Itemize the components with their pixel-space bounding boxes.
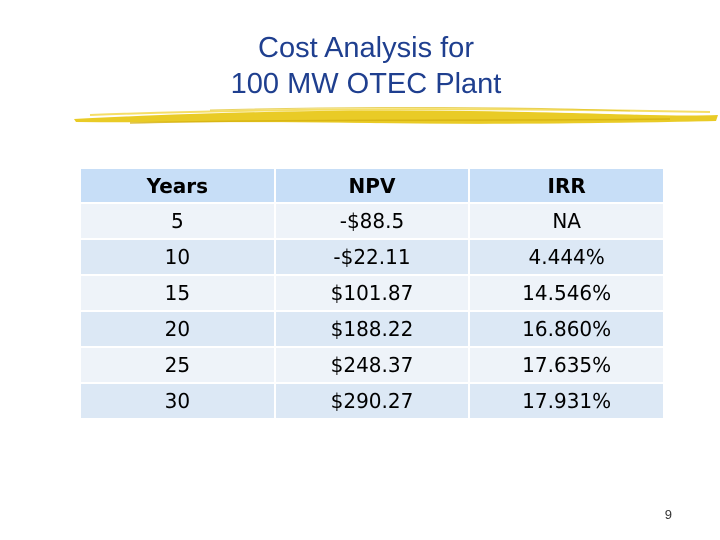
cell-npv: -$88.5 xyxy=(273,202,471,240)
cell-irr: 17.635% xyxy=(468,346,665,384)
cell-irr: 4.444% xyxy=(468,238,665,276)
cell-npv: $188.22 xyxy=(273,310,471,348)
cell-irr: 17.931% xyxy=(468,382,665,420)
table-row: 30 $290.27 17.931% xyxy=(79,382,665,420)
table-header-row: Years NPV IRR xyxy=(79,167,665,204)
cost-analysis-table: Years NPV IRR 5 -$88.5 NA 10 -$22.11 4.4… xyxy=(79,167,665,420)
cell-irr: NA xyxy=(468,202,665,240)
cell-years: 30 xyxy=(79,382,276,420)
cell-years: 20 xyxy=(79,310,276,348)
cell-years: 15 xyxy=(79,274,276,312)
table-row: 25 $248.37 17.635% xyxy=(79,346,665,384)
cell-years: 25 xyxy=(79,346,276,384)
title-line-1: Cost Analysis for xyxy=(258,32,474,64)
cell-npv: -$22.11 xyxy=(273,238,471,276)
slide-title: Cost Analysis for 100 MW OTEC Plant xyxy=(0,30,720,102)
cell-npv: $248.37 xyxy=(273,346,471,384)
cell-npv: $101.87 xyxy=(273,274,471,312)
page-number: 9 xyxy=(664,507,672,522)
title-line-2: 100 MW OTEC Plant xyxy=(230,68,502,100)
header-irr: IRR xyxy=(468,167,665,204)
cell-npv: $290.27 xyxy=(273,382,471,420)
header-npv: NPV xyxy=(273,167,471,204)
cell-years: 5 xyxy=(79,202,276,240)
table-row: 20 $188.22 16.860% xyxy=(79,310,665,348)
cell-irr: 16.860% xyxy=(468,310,665,348)
table-row: 10 -$22.11 4.444% xyxy=(79,238,665,276)
cell-years: 10 xyxy=(79,238,276,276)
title-underline-brush-stroke xyxy=(74,106,718,124)
table-row: 15 $101.87 14.546% xyxy=(79,274,665,312)
table-row: 5 -$88.5 NA xyxy=(79,202,665,240)
header-years: Years xyxy=(79,167,276,204)
cell-irr: 14.546% xyxy=(468,274,665,312)
